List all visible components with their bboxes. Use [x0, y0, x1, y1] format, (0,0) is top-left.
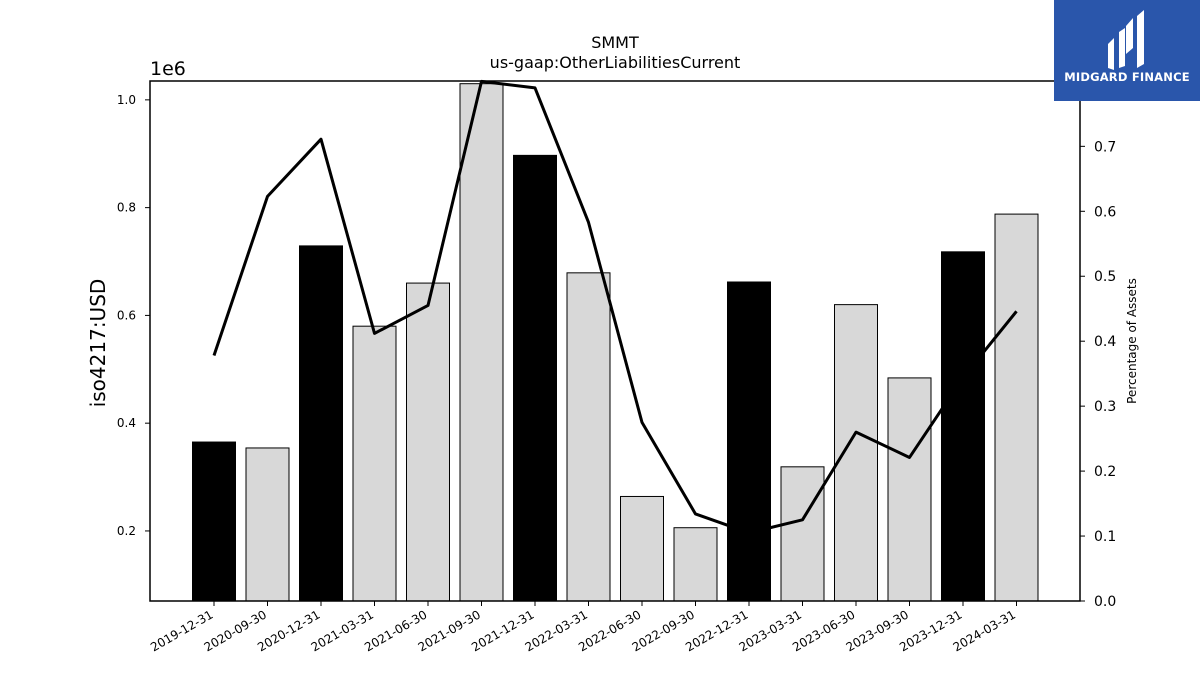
y2-tick-label: 0.6 [1094, 204, 1116, 220]
bar-2023-09-30 [887, 377, 932, 602]
y-tick-label: 0.8 [117, 201, 136, 215]
y2-axis-label: Percentage of Assets [1125, 278, 1139, 404]
bar-2022-09-30 [673, 527, 718, 602]
bar-2023-12-31 [941, 251, 985, 602]
y2-tick-label: 0.4 [1094, 334, 1116, 350]
percent-of-assets-line [212, 79, 1018, 535]
bar-2022-06-30 [620, 495, 664, 602]
midgard-logo-icon [1108, 10, 1144, 70]
brand-logo: MIDGARD FINANCE [1054, 0, 1200, 101]
y-tick-label: 0.4 [117, 416, 136, 430]
bar-2022-03-31 [566, 272, 611, 602]
logo-text: MIDGARD FINANCE [1064, 70, 1190, 84]
y-axis-label: iso4217:USD [86, 279, 110, 408]
bar-2019-12-31 [192, 441, 236, 602]
y-tick-label: 0.2 [117, 524, 136, 538]
bar-2023-03-31 [780, 466, 825, 602]
bar-2020-09-30 [245, 447, 290, 602]
bar-2021-06-30 [406, 282, 450, 602]
bar-2022-12-31 [727, 281, 771, 602]
chart-subtitle: us-gaap:OtherLiabilitiesCurrent [490, 53, 741, 72]
bar-2021-03-31 [352, 325, 397, 602]
bar-2021-12-31 [513, 154, 557, 602]
bar-2021-09-30 [459, 83, 504, 602]
bar-2024-03-31 [994, 213, 1039, 602]
bar-2020-12-31 [299, 245, 343, 602]
y-tick-label: 1.0 [117, 93, 136, 107]
y-tick-label: 0.6 [117, 308, 136, 322]
y2-tick-label: 0.0 [1094, 594, 1116, 610]
y-offset-label: 1e6 [150, 58, 186, 80]
y2-tick-label: 0.2 [1094, 464, 1116, 480]
y2-tick-label: 0.5 [1094, 269, 1116, 285]
bar-2023-06-30 [834, 304, 878, 602]
y2-tick-label: 0.1 [1094, 529, 1116, 545]
chart-title: SMMT [591, 33, 639, 52]
y2-tick-label: 0.7 [1094, 139, 1116, 155]
y2-tick-label: 0.3 [1094, 399, 1116, 415]
